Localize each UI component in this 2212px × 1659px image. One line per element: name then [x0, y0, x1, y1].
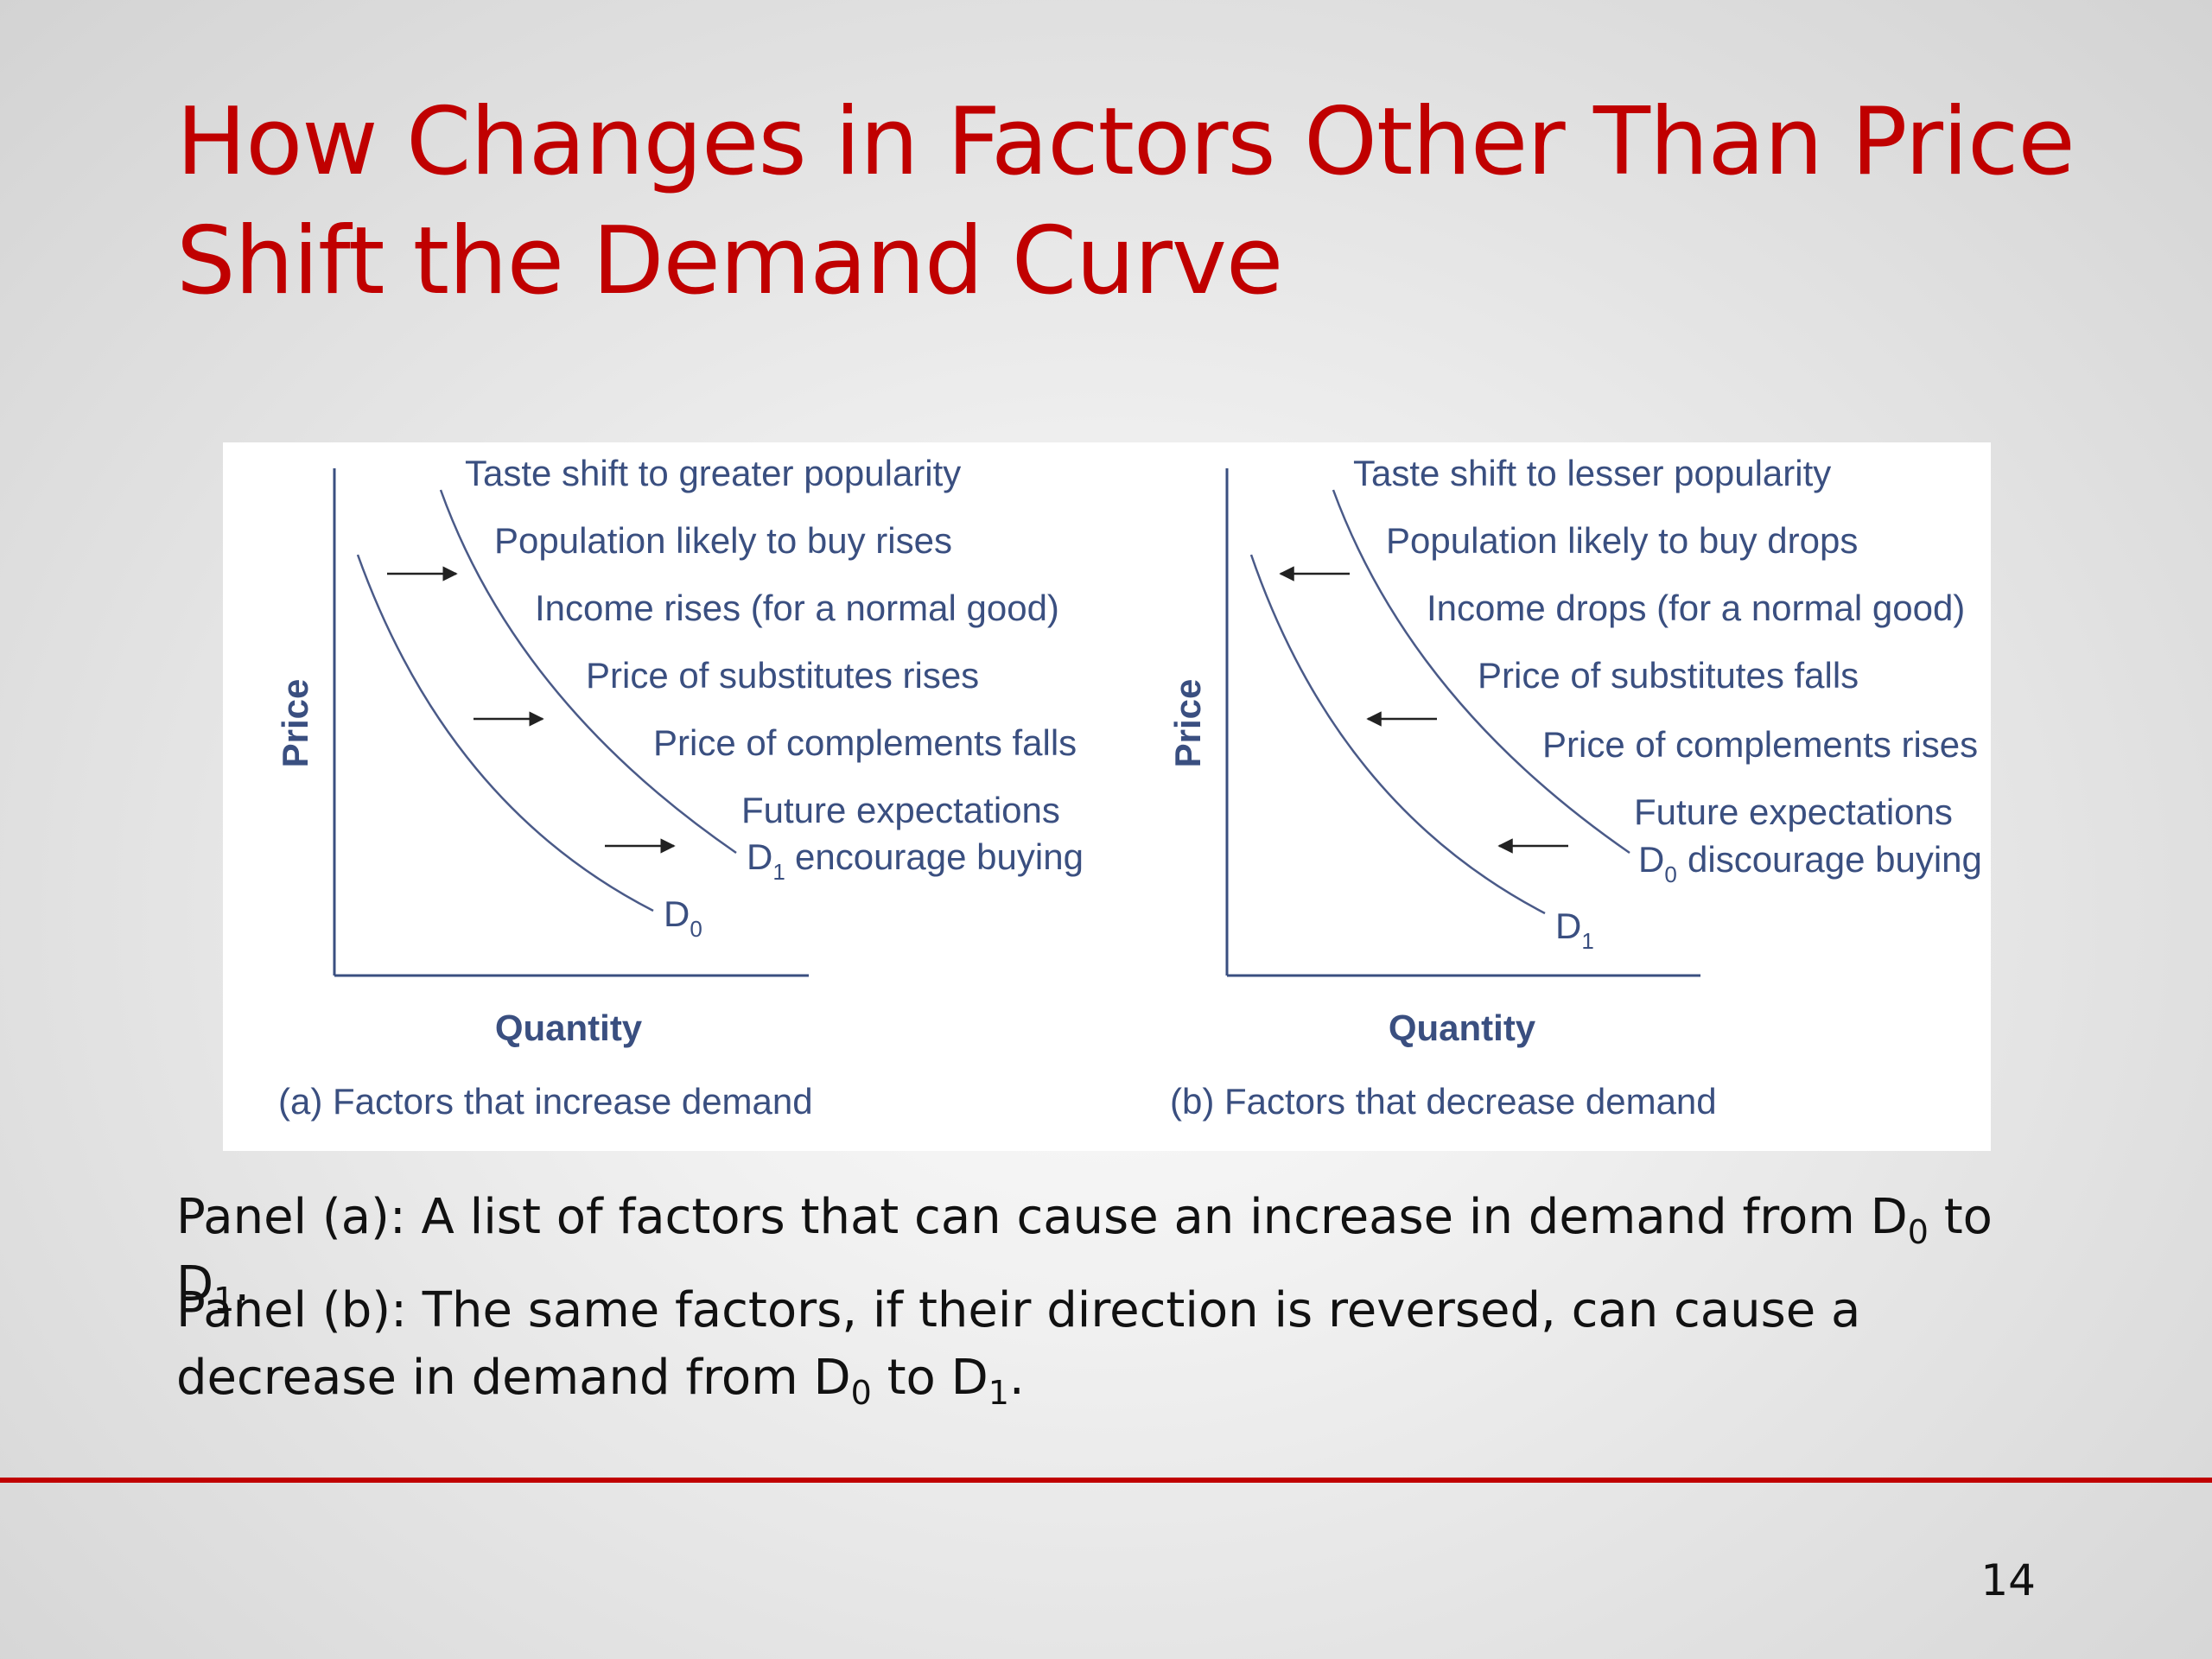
caption-panel-b: Panel (b): The same factors, if their di…	[176, 1282, 1861, 1412]
panel-b-factor-7: discourage buying	[1688, 839, 1982, 880]
panel-a-factor-5: Price of complements falls	[653, 722, 1077, 763]
panel-a-d0-label: D0	[664, 893, 702, 942]
panel-b-d1-label: D1	[1555, 906, 1594, 954]
panel-a-factor-6: Future expectations	[741, 790, 1060, 830]
slide-title-line-2: Shift the Demand Curve	[176, 207, 1283, 315]
footer-divider	[0, 1478, 2212, 1483]
panel-b-curve-d1	[1249, 554, 1546, 915]
panel-b-d0-label: D0	[1638, 839, 1677, 887]
panel-a-factor-4: Price of substitutes rises	[586, 655, 979, 696]
panel-b-factor-5: Price of complements rises	[1542, 724, 1978, 765]
slide-title-line-1: How Changes in Factors Other Than Price	[176, 88, 2075, 196]
panel-b-factor-2: Population likely to buy drops	[1386, 520, 1858, 561]
panel-a-factor-2: Population likely to buy rises	[494, 520, 952, 561]
panel-b-curve-d0	[1332, 489, 1630, 855]
panel-b-factor-6: Future expectations	[1634, 791, 1953, 832]
panel-b-caption: (b) Factors that decrease demand	[1170, 1081, 1717, 1122]
panel-a-curve-d0	[356, 554, 654, 912]
panel-b: Price Quantity (b) Factors that decrease…	[1167, 453, 1982, 1122]
panel-a-caption: (a) Factors that increase demand	[278, 1081, 813, 1122]
panel-a-d1-label: D1	[747, 836, 785, 885]
panel-a-factor-3: Income rises (for a normal good)	[535, 588, 1059, 628]
caption-panel-a: Panel (a): A list of factors that can ca…	[176, 1189, 1993, 1319]
panel-a-x-axis-label: Quantity	[495, 1007, 643, 1048]
panel-a-factor-1: Taste shift to greater popularity	[465, 453, 961, 493]
panel-b-factor-3: Income drops (for a normal good)	[1427, 588, 1965, 628]
panel-a-factor-7: encourage buying	[795, 836, 1084, 877]
panel-a-y-axis-label: Price	[275, 679, 315, 768]
panel-a-curve-d1	[439, 489, 737, 855]
panel-b-factor-1: Taste shift to lesser popularity	[1353, 453, 1831, 493]
panel-b-x-axis-label: Quantity	[1389, 1007, 1536, 1048]
demand-shift-figure: Price Quantity (a) Factors that increase…	[223, 442, 1991, 1151]
slide-number: 14	[1980, 1555, 2036, 1605]
panel-a: Price Quantity (a) Factors that increase…	[275, 453, 1084, 1122]
panel-b-factor-4: Price of substitutes falls	[1478, 655, 1859, 696]
panel-b-y-axis-label: Price	[1167, 679, 1208, 768]
slide-title: How Changes in Factors Other Than Price …	[176, 83, 2120, 321]
